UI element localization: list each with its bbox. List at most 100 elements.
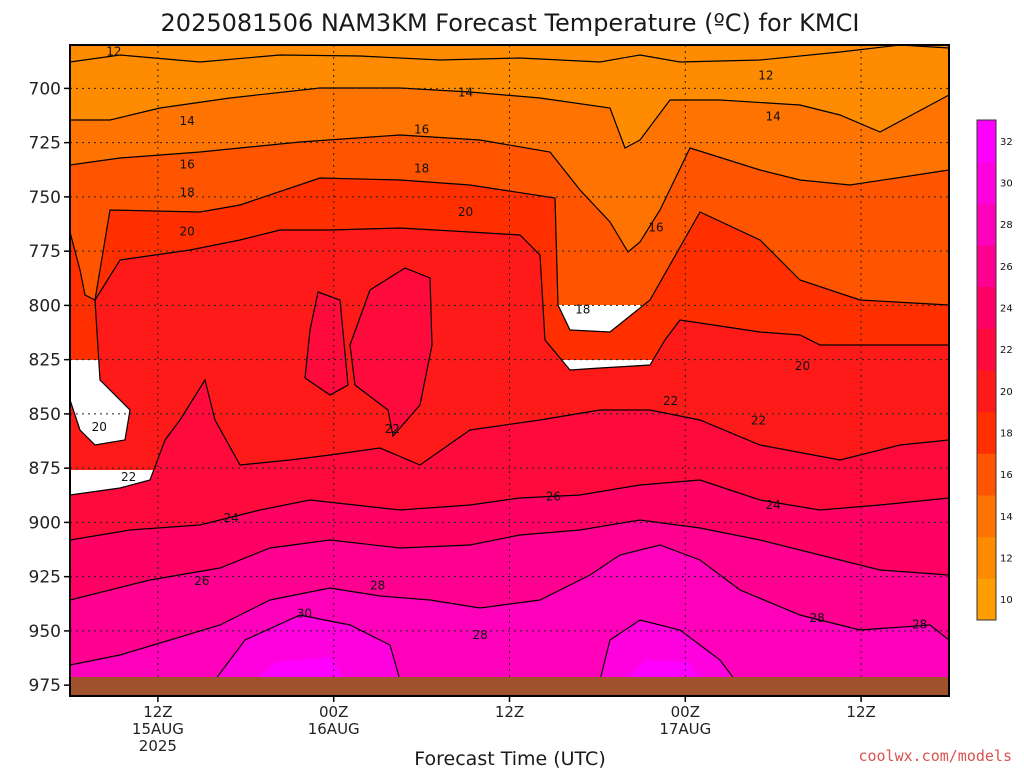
band-22-24-lobe-right [350,268,432,436]
colorbar: 10 12 14 16 18 20 22 24 26 28 30 32 [976,119,1013,621]
colorbar-label: 26 [1000,262,1013,273]
contour-label: 22 [663,394,678,408]
colorbar-label: 30 [1000,179,1013,190]
y-tick-label: 825 [29,351,61,371]
y-tick-label: 975 [29,676,61,696]
contour-label: 12 [106,45,121,59]
contour-line-22 [70,378,949,496]
colorbar-swatch [977,370,996,413]
band-30-32 [215,615,735,680]
x-axis-label: Forecast Time (UTC) [414,748,605,768]
contour-label: 20 [458,205,473,219]
contour-label: 24 [766,498,781,512]
colorbar-swatch [977,328,996,371]
x-tick-label: 15AUG [132,720,184,738]
x-tick-label: 16AUG [308,720,360,738]
colorbar-swatch [977,453,996,496]
y-tick-label: 750 [29,188,61,208]
colorbar-swatch [977,495,996,538]
x-tick-label: 2025 [139,737,177,755]
y-tick-label: 725 [29,134,61,154]
contour-label: 30 [297,607,312,621]
colorbar-label: 16 [1000,470,1013,481]
colorbar-label: 22 [1000,345,1013,356]
contour-label: 12 [758,68,773,82]
contour-label: 20 [180,225,195,239]
contour-label: 16 [414,123,429,137]
colorbar-label: 28 [1000,220,1013,231]
contour-label: 16 [180,157,195,171]
contour-line-18 [70,177,949,333]
contour-label: 18 [414,162,429,176]
contour-label: 28 [810,611,825,625]
y-tick-label: 875 [29,459,61,479]
contour-line-22-lobe-left [304,291,349,396]
contour-label: 18 [575,303,590,317]
contour-label: 14 [180,114,195,128]
plot-area: 12 12 14 14 14 16 16 16 18 18 18 20 20 20 20 22 22 22 22 24… [70,45,949,696]
colorbar-swatch [977,120,996,163]
contour-label: 16 [648,220,663,234]
contour-line-30 [214,614,736,681]
colorbar-swatch [977,286,996,329]
contour-label: 28 [473,628,488,642]
colorbar-label: 20 [1000,387,1013,398]
credit-text: coolwx.com/models [858,747,1012,765]
ground-surface [70,677,949,696]
x-tick-label: 12Z [143,703,172,721]
x-tick-label: 12Z [495,703,524,721]
band-20-22 [70,228,949,470]
colorbar-swatch [977,161,996,204]
colorbar-label: 14 [1000,512,1013,523]
contour-line-12 [70,45,949,63]
colorbar-label: 10 [1000,595,1013,606]
colorbar-swatch [977,536,996,579]
colorbar-label: 18 [1000,429,1013,440]
colorbar-frame [976,119,997,621]
contour-label: 24 [224,511,239,525]
band-22-24-lobe-left [305,292,348,395]
y-tick-label: 850 [29,405,61,425]
colorbar-label: 32 [1000,137,1013,148]
x-tick-label: 17AUG [659,720,711,738]
contour-label: 22 [751,413,766,427]
colorbar-swatch [977,245,996,288]
contour-line-14 [70,87,949,149]
contour-line-22-lobe-right [349,267,433,438]
contour-label: 26 [194,574,209,588]
contour-label: 28 [912,617,927,631]
contour-line-28 [70,544,949,666]
contour-label: 28 [370,578,385,592]
y-tick-label: 900 [29,513,61,533]
contour-labels: 12 12 14 14 14 16 16 16 18 18 18 20 20 20 20 22 22 22 22 24… [92,45,928,642]
y-tick-label: 925 [29,568,61,588]
x-tick-label: 00Z [671,703,700,721]
contour-label: 26 [546,489,561,503]
chart-title: 2025081506 NAM3KM Forecast Temperature (… [161,9,860,37]
contour-label: 22 [121,470,136,484]
colorbar-swatch [977,203,996,246]
contour-line-20 [70,227,949,446]
contour-line-16 [70,134,949,253]
y-tick-label: 700 [29,79,61,99]
colorbar-label: 24 [1000,304,1013,315]
colorbar-swatch [977,578,996,621]
y-tick-label: 775 [29,242,61,262]
colorbar-label: 12 [1000,554,1013,565]
contour-label: 20 [92,420,107,434]
contour-label: 18 [180,186,195,200]
contour-line-24 [70,479,949,541]
contour-lines [70,45,949,681]
x-tick-label: 12Z [846,703,875,721]
contour-label: 22 [385,422,400,436]
contour-line-26 [70,519,949,601]
contour-label: 20 [795,359,810,373]
x-tick-label: 00Z [319,703,348,721]
contour-label: 14 [766,110,781,124]
colorbar-swatch [977,411,996,454]
y-tick-label: 950 [29,622,61,642]
contour-label: 14 [458,86,473,100]
y-axis: 700 725 750 775 800 825 850 875 900 925 950 975 [29,79,70,696]
